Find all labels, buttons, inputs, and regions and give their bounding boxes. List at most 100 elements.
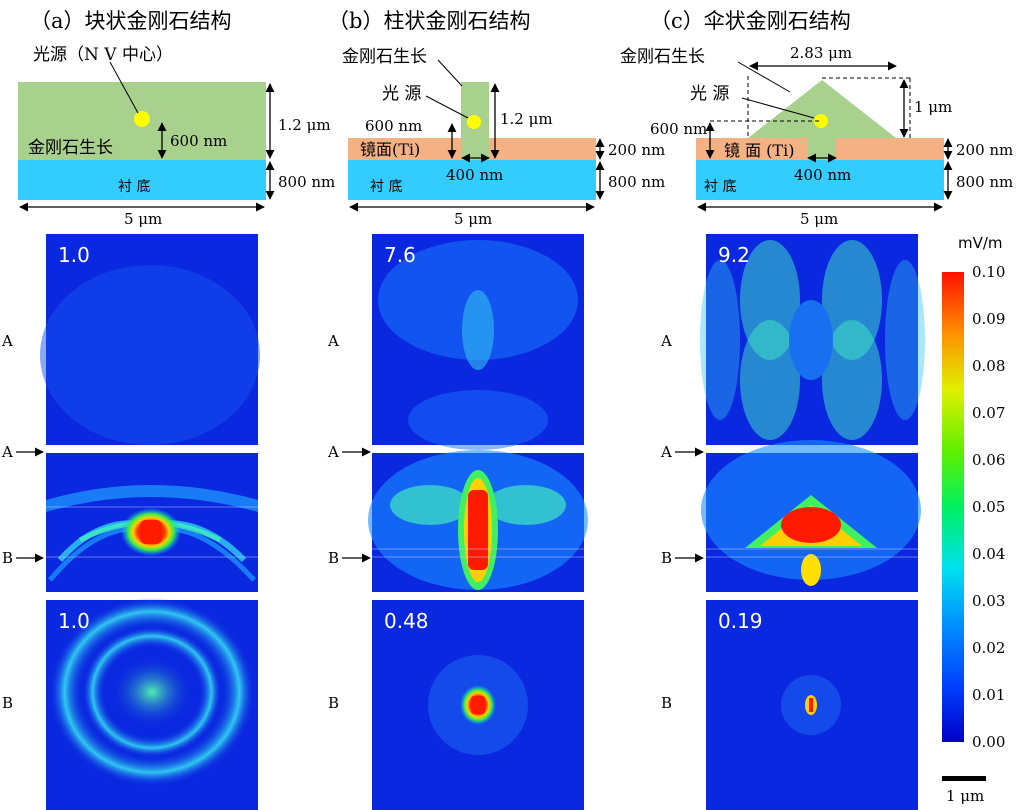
value-a-bottom: 1.0	[58, 609, 90, 633]
value-b-bottom: 0.48	[384, 609, 429, 633]
hotspot-c-bottom	[809, 698, 813, 712]
diamond-stem-c	[808, 138, 836, 160]
value-a-top: 1.0	[58, 243, 90, 267]
label-light-source-b: 光 源	[382, 84, 421, 104]
colorbar-gradient	[942, 272, 964, 742]
substrate-layer-c	[696, 160, 944, 200]
colorbar-tick-label: 0.03	[972, 592, 1005, 610]
schematic-a: 光源（N V 中心） 金刚石生长 衬 底 600 nm 1.2 μm 800 n…	[18, 45, 335, 228]
dim-1-2um-b: 1.2 μm	[500, 110, 553, 128]
value-c-bottom: 0.19	[718, 609, 763, 633]
field-panel-a-bottom: 1.0	[27, 577, 277, 810]
label-light-source-nv: 光源（N V 中心）	[33, 45, 173, 65]
dim-5um-a: 5 μm	[124, 210, 162, 228]
dim-5um-c: 5 μm	[800, 210, 838, 228]
mirror-layer-c-right	[836, 138, 944, 160]
value-b-top: 7.6	[384, 243, 416, 267]
leader-source-c	[741, 97, 815, 119]
field-panel-b-top: 7.6	[372, 234, 584, 450]
colorbar-tick-label: 0.04	[972, 545, 1005, 563]
colorbar-tick-label: 0.01	[972, 686, 1005, 704]
hotspot-a	[140, 520, 162, 544]
mirror-layer-c-left	[696, 138, 808, 160]
leader-line-a	[109, 61, 139, 114]
colorbar-tick-label: 0.10	[972, 263, 1005, 281]
label-mirror-c: 镜 面 (Ti)	[724, 141, 794, 160]
row-label-b1: B	[2, 549, 13, 567]
dim-600nm-a: 600 nm	[170, 132, 227, 150]
dim-400nm-c: 400 nm	[794, 166, 851, 184]
label-diamond-growth-c: 金刚石生长	[620, 47, 705, 67]
colorbar-tick-label: 0.08	[972, 357, 1005, 375]
row-label-b2-b: B	[328, 694, 339, 712]
hotspot-c	[781, 507, 841, 543]
colorbar-tick-label: 0.00	[972, 733, 1005, 751]
row-label-a1-b: A	[327, 332, 339, 350]
hotspot-b-bottom	[471, 696, 485, 714]
dim-200nm-c: 200 nm	[956, 141, 1013, 159]
dim-400nm-b: 400 nm	[446, 166, 503, 184]
nv-center-dot-b	[467, 115, 481, 129]
dim-600nm-b: 600 nm	[365, 117, 422, 135]
schematic-c: 金刚石生长 光 源 2.83 μm 1 μm 600 nm 镜 面 (Ti) 4…	[620, 44, 1013, 228]
nv-center-dot-a	[134, 111, 150, 127]
field-panel-c-bottom: 0.19	[706, 600, 918, 810]
leader-growth-c	[737, 61, 791, 93]
row-label-a2-b: A	[327, 443, 339, 461]
row-label-b1-c: B	[661, 549, 672, 567]
row-label-a2-c: A	[660, 443, 672, 461]
dim-600nm-c: 600 nm	[650, 120, 707, 138]
substrate-layer-a	[18, 160, 266, 200]
colorbar-tick-label: 0.07	[972, 404, 1005, 422]
title-c: （c）伞状金刚石结构	[650, 9, 851, 33]
colorbar-tick-label: 0.05	[972, 498, 1005, 516]
colorbar-tick-label: 0.09	[972, 310, 1005, 328]
field-panel-c-middle	[701, 440, 921, 592]
dim-1um-c: 1 μm	[914, 98, 952, 116]
scale-bar: 1 μm	[942, 776, 986, 805]
field-panel-b-bottom: 0.48	[372, 600, 584, 810]
label-substrate-b: 衬 底	[370, 179, 402, 195]
row-label-b2: B	[2, 694, 13, 712]
value-c-top: 9.2	[718, 243, 750, 267]
dim-200nm-b: 200 nm	[608, 141, 665, 159]
dim-1-2um-a: 1.2 μm	[278, 116, 331, 134]
diamond-umbrella-top-c	[748, 80, 896, 138]
colorbar-ticks: 0.10 0.09 0.08 0.07 0.06 0.05 0.04 0.03 0.02 0.01…	[972, 263, 1005, 751]
title-b: （b）柱状金刚石结构	[328, 9, 530, 33]
row-label-a1-c: A	[660, 332, 672, 350]
row-label-a2: A	[1, 443, 13, 461]
colorbar-unit: mV/m	[958, 234, 1003, 252]
row-label-a1: A	[1, 332, 13, 350]
field-panel-a-middle	[46, 453, 258, 592]
field-panel-b-middle	[368, 450, 588, 592]
dim-800nm-c: 800 nm	[956, 173, 1013, 191]
row-label-b2-c: B	[661, 694, 672, 712]
dim-5um-b: 5 μm	[454, 210, 492, 228]
field-panel-a-top: 1.0	[40, 234, 260, 445]
schematic-b: 金刚石生长 光 源 600 nm 1.2 μm 镜面(Ti) 400 nm 衬 …	[342, 47, 665, 228]
field-panel-c-top: 9.2	[700, 234, 925, 445]
hotspot-b	[468, 490, 488, 570]
dim-2-83um-c: 2.83 μm	[790, 44, 852, 62]
colorbar-tick-label: 0.02	[972, 639, 1005, 657]
row-label-b1-b: B	[328, 549, 339, 567]
label-diamond-growth-b: 金刚石生长	[342, 47, 427, 67]
label-substrate-c: 衬 底	[704, 179, 736, 195]
label-substrate-a: 衬 底	[118, 179, 150, 195]
nv-center-dot-c	[814, 114, 828, 128]
substrate-layer-b	[348, 160, 596, 200]
leader-growth-b	[437, 59, 463, 87]
scale-bar-label: 1 μm	[946, 787, 984, 805]
title-a: （a）块状金刚石结构	[30, 9, 232, 33]
label-light-source-c: 光 源	[690, 84, 729, 104]
label-mirror-b: 镜面(Ti)	[360, 140, 420, 159]
dim-800nm-a: 800 nm	[278, 173, 335, 191]
colorbar: mV/m 0.10 0.09 0.08 0.07 0.06 0.05 0.04 0.03 0.0…	[942, 234, 1005, 751]
label-diamond-growth-a: 金刚石生长	[28, 138, 113, 158]
colorbar-tick-label: 0.06	[972, 451, 1005, 469]
dim-800nm-b: 800 nm	[608, 173, 665, 191]
leader-source-b	[425, 95, 469, 119]
scale-bar-line	[942, 776, 986, 781]
